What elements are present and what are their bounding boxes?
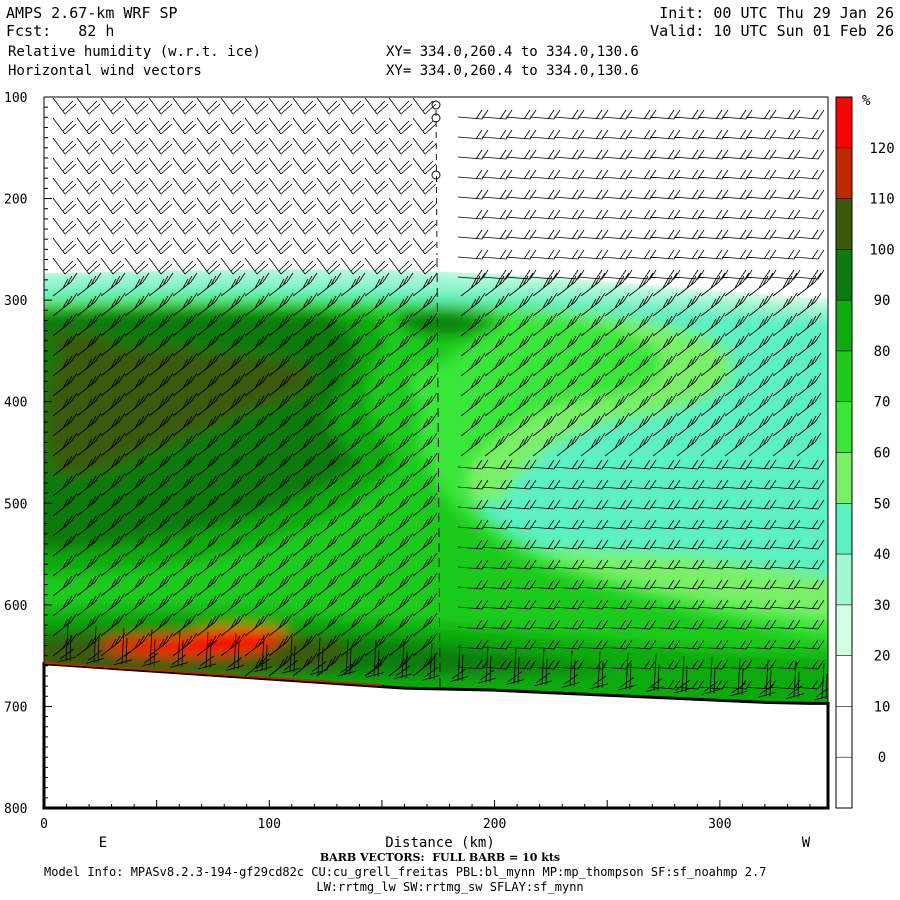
xy-range-2: XY= 334.0,260.4 to 334.0,130.6 — [386, 63, 639, 79]
y-tick-label: 400 — [4, 396, 27, 411]
colorbar-swatch — [836, 147, 852, 199]
colorbar-swatch — [836, 97, 852, 148]
model-title: AMPS 2.67-km WRF SP — [6, 4, 178, 22]
colorbar-swatch — [836, 249, 852, 301]
model-info: Model Info: MPASv8.2.3-194-gf29cd82c CU:… — [44, 865, 767, 879]
colorbar-label: 0 — [878, 750, 886, 766]
colorbar-label: 100 — [869, 242, 894, 258]
colorbar-swatch — [836, 401, 852, 453]
colorbar-swatch — [836, 706, 852, 758]
colorbar-label: 70 — [874, 395, 891, 411]
calm-line — [431, 100, 441, 691]
colorbar-label: 110 — [869, 192, 894, 208]
field-name-wind: Horizontal wind vectors — [8, 63, 202, 79]
colorbar-label: 120 — [869, 141, 894, 157]
colorbar-label: 30 — [874, 598, 891, 614]
surface-barb-set — [57, 624, 828, 701]
colorbar-swatch — [836, 198, 852, 250]
y-tick-label: 800 — [4, 802, 27, 817]
field-name-rh: Relative humidity (w.r.t. ice) — [8, 44, 261, 60]
terrain-surface — [42, 662, 830, 810]
colorbar-unit: % — [862, 93, 871, 109]
y-tick-label: 700 — [4, 700, 27, 715]
colorbar-swatch — [836, 300, 852, 351]
model-info-2: LW:rrtmg_lw SW:rrtmg_sw SFLAY:sf_mynn — [316, 880, 584, 894]
colorbar-label: 10 — [874, 699, 891, 715]
end-label-east: E — [99, 835, 107, 851]
y-tick-label: 100 — [4, 91, 27, 106]
wind-barbs — [52, 97, 828, 701]
x-tick-label: 0 — [40, 817, 48, 832]
colorbar-label: 40 — [874, 547, 891, 563]
terrain-red-band — [43, 661, 382, 687]
colorbar-label: 90 — [874, 293, 891, 309]
colorbar-swatch — [836, 655, 852, 707]
x-tick-label: 300 — [708, 817, 731, 832]
colorbar-swatch — [836, 604, 852, 656]
colorbar-swatch — [836, 554, 852, 605]
y-tick-label: 600 — [4, 599, 27, 614]
colorbar-swatch — [836, 503, 852, 555]
colorbar: 0 10 20 30 40 50 60 70 80 90 100 110 120 — [835, 96, 895, 809]
colorbar-label: 60 — [874, 446, 891, 462]
xy-range-1: XY= 334.0,260.4 to 334.0,130.6 — [386, 44, 639, 60]
valid-time: Valid: 10 UTC Sun 01 Feb 26 — [650, 22, 894, 40]
wind-barb-set — [52, 97, 825, 690]
x-tick-label: 100 — [258, 817, 281, 832]
colorbar-swatch — [836, 452, 852, 504]
end-label-west: W — [802, 835, 811, 851]
colorbar-label: 20 — [874, 649, 891, 665]
x-tick-label: 200 — [483, 817, 506, 832]
init-time: Init: 00 UTC Thu 29 Jan 26 — [659, 4, 894, 22]
colorbar-swatch — [836, 757, 852, 808]
tick-labels: 0 100 200 300 100 200 300 400 500 600 700 800 — [4, 91, 732, 832]
colorbar-label: 50 — [874, 496, 891, 512]
y-tick-label: 300 — [4, 294, 27, 309]
axis-ticks — [43, 96, 811, 809]
y-tick-label: 200 — [4, 193, 27, 208]
colorbar-swatch — [836, 350, 852, 402]
colorbar-label: 80 — [874, 344, 891, 360]
barb-note: BARB VECTORS: FULL BARB = 10 kts — [319, 851, 561, 864]
forecast-hour: Fcst: 82 h — [6, 22, 115, 40]
x-axis-label: Distance (km) — [385, 835, 495, 851]
y-tick-label: 500 — [4, 497, 27, 512]
